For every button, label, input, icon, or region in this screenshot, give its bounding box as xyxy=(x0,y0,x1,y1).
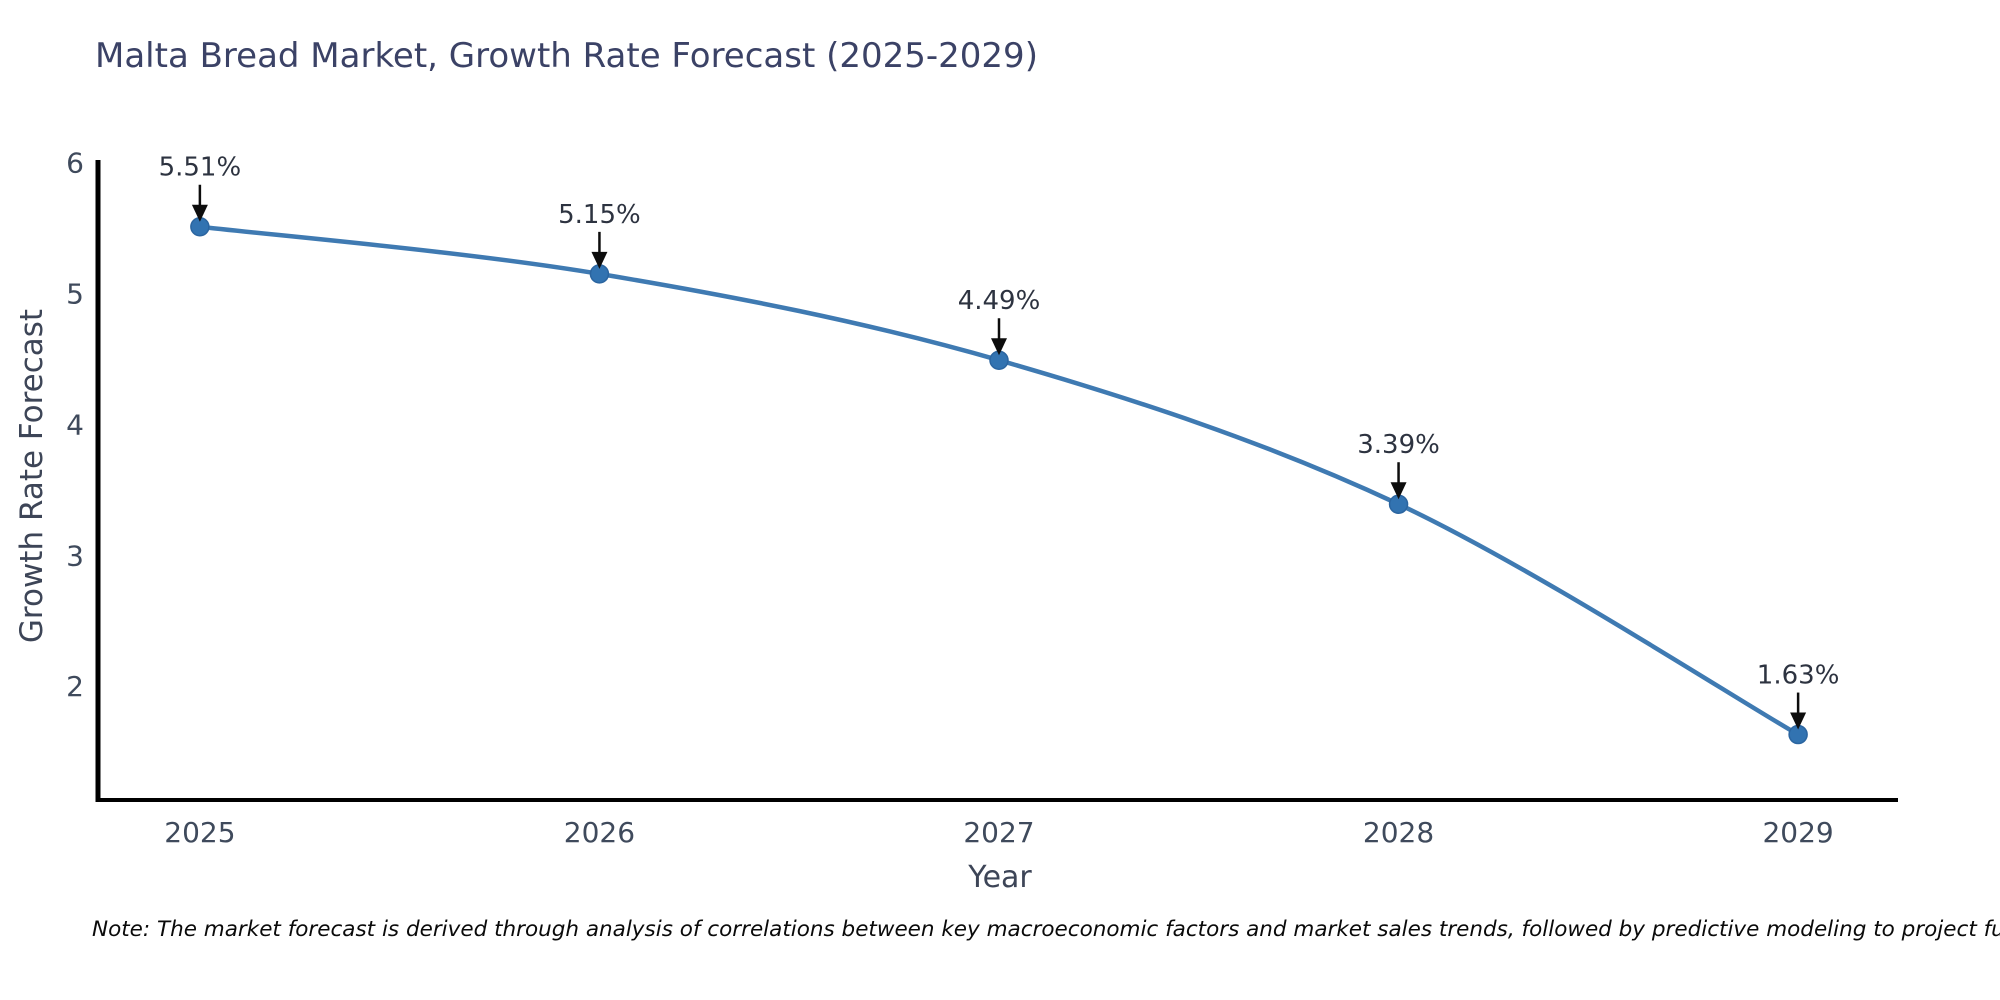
annotation-arrowhead xyxy=(191,204,208,222)
x-tick-label: 2027 xyxy=(963,816,1034,849)
y-tick-label: 2 xyxy=(66,670,84,703)
x-tick-label: 2026 xyxy=(564,816,635,849)
annotation-arrowhead xyxy=(591,251,608,269)
annotation-label: 4.49% xyxy=(958,286,1041,316)
annotation-label: 1.63% xyxy=(1757,661,1840,691)
annotation-label: 5.51% xyxy=(159,153,242,183)
x-tick-label: 2028 xyxy=(1363,816,1434,849)
annotation-label: 3.39% xyxy=(1357,430,1440,460)
annotation-arrowhead xyxy=(1390,482,1407,500)
y-tick-label: 6 xyxy=(66,147,84,180)
x-tick-label: 2025 xyxy=(164,816,235,849)
y-tick-label: 5 xyxy=(66,277,84,310)
chart-title: Malta Bread Market, Growth Rate Forecast… xyxy=(95,36,1038,76)
y-tick-label: 3 xyxy=(66,539,84,572)
annotation-label: 5.15% xyxy=(558,200,641,230)
x-axis-label: Year xyxy=(968,860,1032,895)
chart-note: Note: The market forecast is derived thr… xyxy=(92,917,2000,942)
annotation-arrowhead xyxy=(1790,712,1807,730)
x-tick-label: 2029 xyxy=(1762,816,1833,849)
annotation-arrowhead xyxy=(990,338,1007,356)
y-tick-label: 4 xyxy=(66,408,84,441)
